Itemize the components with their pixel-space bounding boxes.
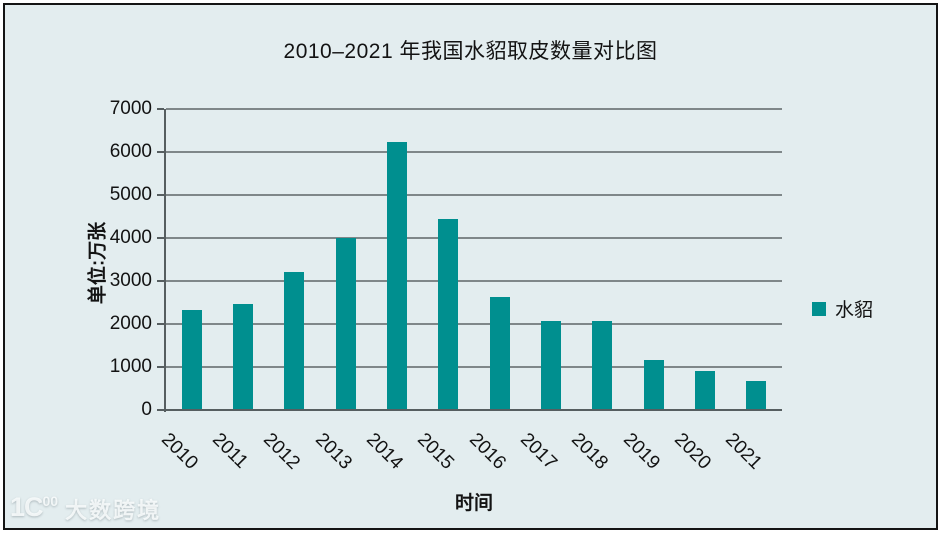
plot-area: 0 1000 2000 3000 4000 5000 6000 7000 [110, 98, 782, 420]
x-tick-label-2020: 2020 [670, 429, 715, 474]
bar-slot-2015 [423, 109, 474, 410]
bar-slot-2012 [269, 109, 320, 410]
bar-slot-2019 [628, 109, 679, 410]
y-tick-4000 [157, 237, 164, 239]
bar-2012 [284, 272, 305, 410]
gridline-5000 [166, 194, 782, 196]
chart-frame: 2010–2021 年我国水貂取皮数量对比图 单位:万张 0 1000 2000 30… [3, 3, 938, 530]
bar-2013 [335, 238, 356, 410]
gridline-7000 [166, 108, 782, 110]
chart-title: 2010–2021 年我国水貂取皮数量对比图 [283, 40, 658, 63]
x-tick-label-2012: 2012 [259, 429, 305, 474]
bar-slot-2018 [577, 109, 628, 410]
bar-slot-2017 [525, 109, 576, 410]
bar-2021 [746, 381, 767, 410]
y-tick-label-1000: 1000 [109, 356, 152, 377]
x-tick-label-2018: 2018 [567, 429, 613, 474]
gridline-1000 [166, 366, 782, 368]
gridline-6000 [166, 151, 782, 153]
y-tick-7000 [157, 108, 164, 110]
bar-slot-2011 [217, 109, 268, 410]
legend: 水貂 [812, 295, 873, 322]
gridline-4000 [166, 237, 782, 239]
bar-slot-2013 [320, 109, 371, 410]
legend-label: 水貂 [835, 300, 874, 321]
bar-2014 [386, 142, 407, 410]
axis-layer: 0 1000 2000 3000 4000 5000 6000 7000 [110, 98, 782, 420]
watermark-name: 大数跨境 [65, 498, 162, 523]
bar-2019 [643, 359, 664, 410]
y-tick-3000 [157, 280, 164, 282]
watermark-logo-icon: 1C00 [10, 492, 59, 522]
y-tick-label-2000: 2000 [109, 313, 152, 334]
y-tick-label-0: 0 [141, 399, 152, 420]
bar-slot-2020 [679, 109, 730, 410]
y-axis-line [164, 109, 166, 412]
x-tick-label-2015: 2015 [413, 429, 459, 474]
legend-swatch-icon [812, 301, 826, 316]
x-tick-label-2021: 2021 [721, 429, 767, 474]
watermark: 1C00 大数跨境 [10, 494, 161, 524]
x-tick-label-2011: 2011 [208, 429, 252, 473]
x-axis-title: 时间 [454, 493, 493, 514]
bar-2016 [489, 297, 510, 410]
bar-2010 [181, 310, 202, 410]
bar-series-layer [166, 109, 782, 410]
bar-slot-2016 [474, 109, 525, 410]
x-tick-label-2010: 2010 [156, 429, 202, 474]
bar-slot-2014 [371, 109, 422, 410]
x-tick-label-2016: 2016 [464, 429, 510, 474]
bar-2018 [592, 320, 613, 410]
y-tick-label-7000: 7000 [109, 98, 152, 119]
bar-2020 [694, 370, 715, 410]
x-tick-label-2017: 2017 [516, 429, 561, 474]
y-tick-label-5000: 5000 [109, 184, 152, 205]
bar-2015 [438, 219, 459, 410]
y-tick-label-6000: 6000 [109, 141, 152, 162]
bar-2017 [540, 321, 561, 410]
x-tick-label-2014: 2014 [362, 429, 407, 474]
y-tick-label-3000: 3000 [109, 270, 152, 291]
x-tick-label-2013: 2013 [310, 429, 356, 474]
x-tick-label-2019: 2019 [618, 429, 664, 474]
y-tick-5000 [157, 194, 164, 196]
y-tick-2000 [157, 323, 164, 325]
gridline-layer [166, 108, 782, 410]
x-axis-line [158, 409, 782, 411]
bar-slot-2010 [166, 109, 217, 410]
y-tick-label-4000: 4000 [109, 227, 152, 248]
gridline-2000 [166, 323, 782, 325]
y-tick-6000 [157, 151, 164, 153]
bar-2011 [232, 303, 253, 410]
bar-slot-2021 [731, 109, 782, 410]
y-tick-1000 [157, 366, 164, 368]
gridline-3000 [166, 280, 782, 282]
